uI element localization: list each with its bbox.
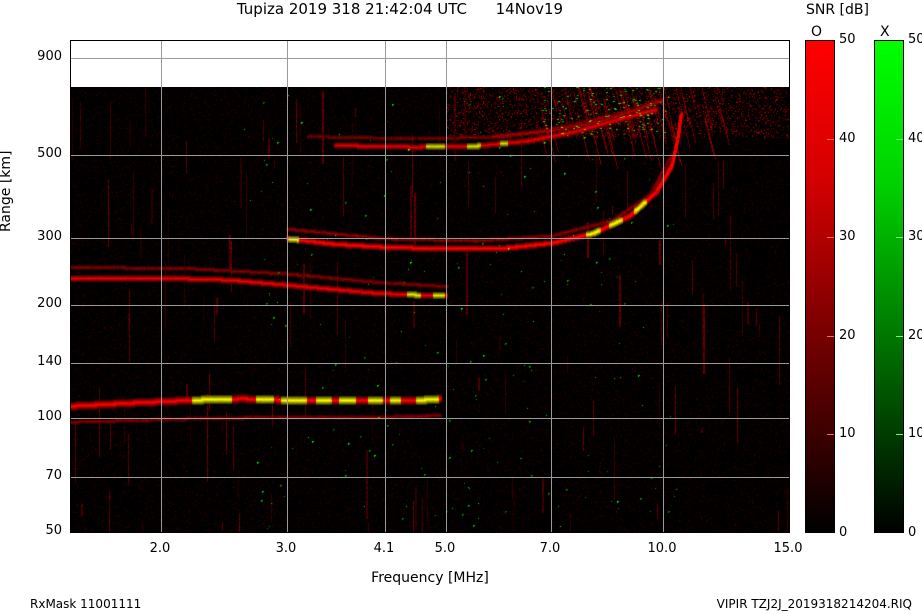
gridline-vertical [446, 41, 447, 532]
colorbar-o-tick: 40 [839, 130, 856, 146]
colorbar-x-letter: X [880, 24, 890, 40]
footer-rxmask: RxMask 11001111 [30, 597, 142, 611]
gridline-vertical [663, 41, 664, 532]
colorbar-x-tick: 40 [908, 130, 922, 146]
gridline-horizontal [71, 418, 789, 419]
colorbar-x-tick: 20 [908, 327, 922, 343]
x-tick-label: 10.0 [647, 541, 677, 556]
gridline-vertical [287, 41, 288, 532]
colorbar-x-tick: 30 [908, 229, 922, 245]
colorbar-o-tick: 50 [839, 32, 856, 47]
colorbar-x-tick: 10 [908, 426, 922, 442]
colorbar-x-tickmark [896, 138, 903, 140]
gridline-horizontal [71, 477, 789, 478]
footer-source: VIPIR TZJ2J_2019318214204.RIQ [716, 597, 912, 611]
colorbar-title: SNR [dB] [806, 2, 869, 18]
gridline-horizontal [71, 238, 789, 239]
colorbar-x-tickmark [896, 335, 903, 337]
y-tick-label: 200 [37, 296, 62, 311]
y-tick-label: 50 [45, 523, 62, 538]
x-tick-label: 5.0 [434, 541, 456, 556]
ionogram-plot[interactable] [70, 40, 790, 533]
colorbar-x-tick: 50 [908, 32, 922, 47]
x-axis-label: Frequency [MHz] [371, 570, 489, 586]
y-tick-label: 100 [37, 409, 62, 424]
colorbar-x-tick: 0 [908, 525, 917, 540]
colorbar-o-tickmark [827, 335, 834, 337]
y-tick-label: 300 [37, 229, 62, 244]
colorbar-o-tick: 0 [839, 525, 848, 540]
y-tick-label: 500 [37, 146, 62, 161]
y-tick-label: 140 [37, 354, 62, 369]
y-tick-label: 900 [37, 49, 62, 64]
colorbar-x-tickmark [896, 237, 903, 239]
gridline-horizontal [71, 58, 789, 59]
colorbar-o-tickmark [827, 434, 834, 436]
y-tick-label: 70 [45, 468, 62, 483]
gridline-horizontal [71, 305, 789, 306]
colorbar-x-tickmark [896, 434, 903, 436]
colorbar-o-tickmark [827, 138, 834, 140]
colorbar-o[interactable] [805, 40, 835, 533]
colorbar-o-tick: 30 [839, 229, 856, 245]
x-tick-label: 3.0 [275, 541, 297, 556]
x-tick-label: 4.1 [373, 541, 395, 556]
gridline-vertical [551, 41, 552, 532]
page-title: Tupiza 2019 318 21:42:04 UTC 14Nov19 [236, 0, 564, 18]
colorbar-o-letter: O [811, 24, 823, 40]
colorbar-o-tickmark [827, 237, 834, 239]
ionogram-canvas [71, 41, 789, 532]
x-tick-label: 2.0 [149, 541, 171, 556]
x-tick-label: 15.0 [773, 541, 803, 556]
colorbar-o-tick: 20 [839, 327, 856, 343]
gridline-horizontal [71, 363, 789, 364]
y-axis-label: Range [km] [0, 150, 14, 233]
gridline-horizontal [71, 155, 789, 156]
x-tick-label: 7.0 [539, 541, 561, 556]
no-data-band [71, 41, 789, 87]
gridline-vertical [385, 41, 386, 532]
colorbar-o-tick: 10 [839, 426, 856, 442]
colorbar-x[interactable] [874, 40, 904, 533]
gridline-vertical [161, 41, 162, 532]
